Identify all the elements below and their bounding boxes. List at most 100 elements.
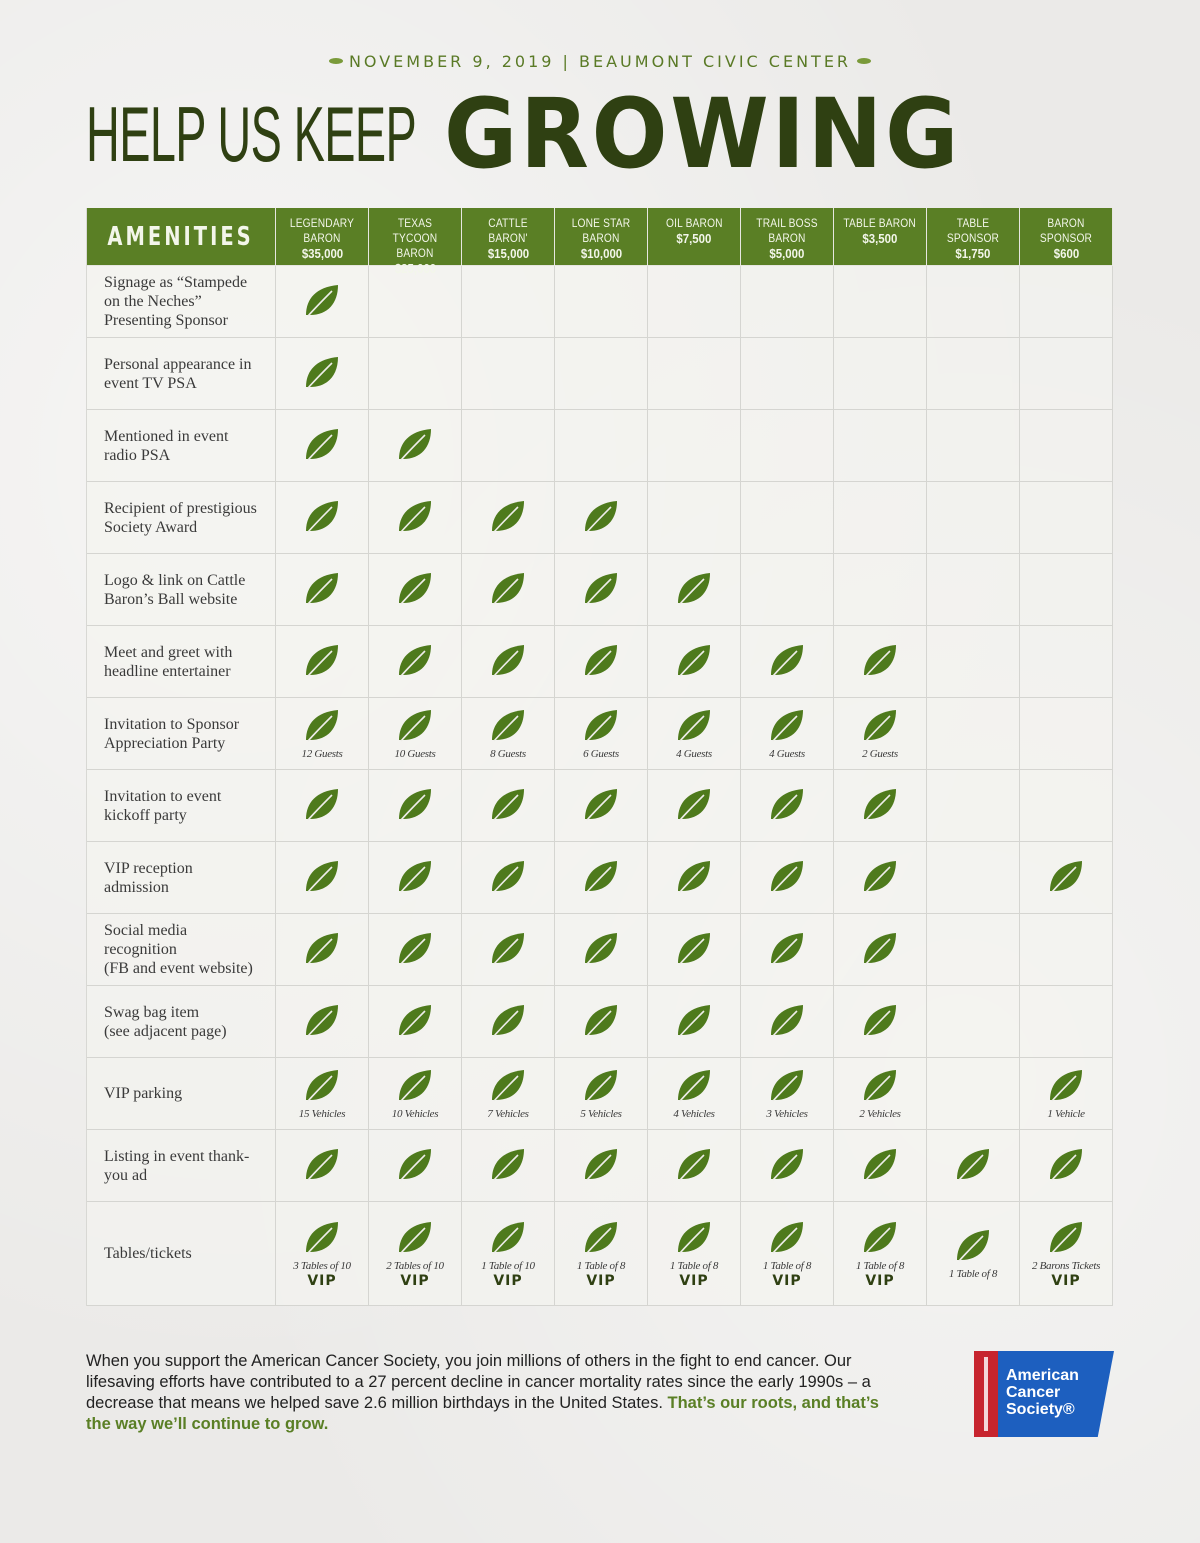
amenity-label: VIP parking [104,1085,183,1102]
benefit-cell [834,626,927,698]
leaf-icon [302,497,342,537]
benefit-cell [834,770,927,842]
tier-header: Baron Sponsor $600 [1020,208,1113,266]
leaf-icon [767,929,807,969]
leaf-icon [1046,1145,1086,1185]
benefit-cell [834,338,927,410]
benefit-cell [276,482,369,554]
benefit-note: 15 Vehicles [298,1108,346,1120]
leaf-icon [674,857,714,897]
amenity-label-cell: Invitation to Sponsor Appreciation Party [87,698,276,770]
benefit-note: 7 Vehicles [487,1108,529,1120]
benefit-cell [555,482,648,554]
leaf-icon [674,706,714,746]
amenity-label: Personal appearance in event TV PSA [104,355,252,392]
benefit-cell [648,410,741,482]
benefit-cell [1020,410,1113,482]
benefit-cell: 1 Table of 8 VIP [741,1202,834,1306]
mission-statement: When you support the American Cancer Soc… [86,1351,896,1435]
benefit-cell [927,266,1020,338]
benefit-cell: 8 Guests [462,698,555,770]
benefit-cell [927,626,1020,698]
benefit-cell [1020,698,1113,770]
benefit-cell [741,482,834,554]
tier-name: Cattle Baron' [488,216,528,245]
benefit-note: 2 Barons Tickets [1031,1259,1101,1272]
benefit-cell [1020,338,1113,410]
leaf-icon [860,1145,900,1185]
benefit-cell [276,554,369,626]
leaf-icon [395,857,435,897]
leaf-icon [767,706,807,746]
benefit-cell: 2 Tables of 10 VIP [369,1202,462,1306]
tier-header: Table Sponsor $1,750 [927,208,1020,266]
mission-tagline: That’s our roots, and that’s the way we’… [86,1394,879,1433]
tier-name: Table Baron [843,216,917,230]
benefit-cell [462,554,555,626]
benefit-cell [1020,770,1113,842]
leaf-icon [395,1001,435,1041]
benefit-note: 1 Vehicle [1047,1108,1085,1120]
benefit-cell: 15 Vehicles [276,1058,369,1130]
leaf-icon [674,785,714,825]
benefit-cell: 10 Guests [369,698,462,770]
benefit-cell [741,266,834,338]
leaf-icon [581,929,621,969]
benefit-cell [834,986,927,1058]
tier-name: Legendary Baron [289,216,355,245]
leaf-icon [488,641,528,681]
amenities-table: AMENITIES Legendary Baron $35,000 Texas Ty… [86,208,1113,1306]
benefit-cell [927,554,1020,626]
leaf-icon [395,641,435,681]
amenity-label-cell: Social media recognition (FB and event w… [87,914,276,986]
amenity-label: Swag bag item (see adjacent page) [104,1003,227,1040]
benefit-cell [927,914,1020,986]
benefit-cell: 12 Guests [276,698,369,770]
leaf-icon [767,1066,807,1106]
amenity-label: Meet and greet with headline entertainer [104,643,233,680]
leaf-icon [302,857,342,897]
benefit-cell: 1 Table of 8 VIP [834,1202,927,1306]
benefit-cell: 5 Vehicles [555,1058,648,1130]
leaf-icon [302,1066,342,1106]
amenity-label-cell: Signage as “Stampede on the Neches” Pres… [87,266,276,338]
sword-icon [984,1357,988,1431]
amenity-label-cell: VIP parking [87,1058,276,1130]
benefit-cell [648,914,741,986]
benefit-cell [276,266,369,338]
tier-price: $7,500 [676,231,712,246]
benefit-cell [1020,266,1113,338]
tier-price: $35,000 [301,246,343,261]
vip-badge: VIP [493,1272,523,1289]
tier-price: $25,000 [394,261,436,276]
leaf-icon [767,1001,807,1041]
benefit-cell: 6 Guests [555,698,648,770]
leaf-icon [674,1145,714,1185]
leaf-icon [581,785,621,825]
tier-name: Baron Sponsor [1039,216,1093,245]
tier-header: Trail Boss Baron $5,000 [741,208,834,266]
tier-header: Table Baron $3,500 [834,208,927,266]
vip-badge: VIP [1051,1272,1081,1289]
benefit-cell [741,626,834,698]
benefit-cell [1020,626,1113,698]
benefit-cell [555,914,648,986]
leaf-icon [581,1001,621,1041]
amenity-label-cell: Mentioned in event radio PSA [87,410,276,482]
leaf-icon [488,785,528,825]
vip-badge: VIP [400,1272,430,1289]
amenity-label-cell: Logo & link on Cattle Baron’s Ball websi… [87,554,276,626]
vip-badge: VIP [586,1272,616,1289]
amenity-label: Listing in event thank- you ad [104,1147,250,1184]
amenity-label: VIP reception admission [104,859,193,896]
leaf-icon [581,1145,621,1185]
tier-price: $15,000 [487,246,529,261]
leaf-icon [302,929,342,969]
benefit-cell [1020,842,1113,914]
benefit-cell [462,338,555,410]
amenity-label-cell: Swag bag item (see adjacent page) [87,986,276,1058]
benefit-cell [927,770,1020,842]
leaf-icon [395,569,435,609]
vip-badge: VIP [679,1272,709,1289]
amenities-header: AMENITIES [87,208,276,266]
